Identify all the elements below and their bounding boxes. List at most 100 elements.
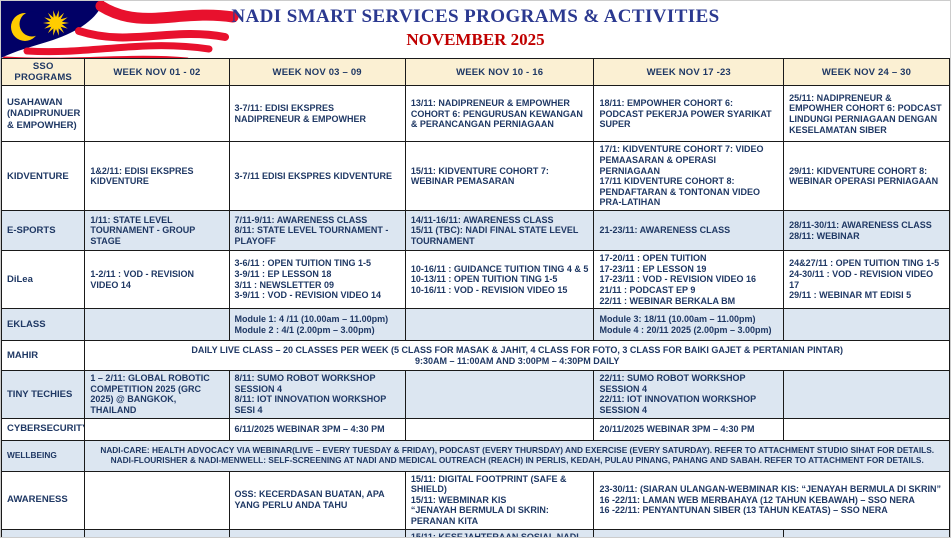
schedule-cell: 6/11/2025 WEBINAR 3PM – 4:30 PM bbox=[228, 417, 406, 441]
table-row: USAHAWAN (NADIPRUNUER & EMPOWHER) 3-7/11:… bbox=[1, 85, 950, 143]
program-label: E-SPORTS bbox=[1, 210, 86, 252]
schedule-cell: 21-23/11: AWARENESS CLASS bbox=[593, 210, 785, 252]
column-header-week: WEEK NOV 03 – 09 bbox=[228, 57, 406, 87]
schedule-cell bbox=[84, 417, 230, 441]
schedule-entry: Module 4 : 20/11 2025 (2.00pm – 3.00pm) bbox=[599, 324, 772, 335]
schedule-entry: 22/11 : WEBINAR BERKALA BM bbox=[599, 295, 736, 306]
schedule-cell: 17-20/11 : OPEN TUITION 17-23/11 : EP LES… bbox=[593, 250, 785, 310]
page-title: NADI SMART SERVICES PROGRAMS & ACTIVITIE… bbox=[231, 6, 720, 27]
schedule-cell: 28-30/11: RANCAKKAN MADANI @ KLCC bbox=[783, 528, 950, 538]
program-label: DiLea bbox=[1, 250, 86, 310]
schedule-cell: OSS: KECERDASAN BUATAN, APA YANG PERLU A… bbox=[228, 470, 406, 530]
schedule-entry: 16 -22/11: PENYANTUNAN SIBER (13 TAHUN K… bbox=[599, 505, 888, 516]
schedule-cell: 1/11: STATE LEVEL TOURNAMENT - GROUP STA… bbox=[84, 210, 230, 252]
program-label: TINY TECHIES bbox=[1, 370, 86, 419]
program-label: KIDVENTURE bbox=[1, 141, 86, 212]
table-row: EVENTS 2/11: ILP, INDERA MAHKOTA, PAHANG 8… bbox=[1, 528, 950, 538]
schedule-entry: 14/11-16/11: AWARENESS CLASS bbox=[410, 214, 554, 225]
program-label: MAHIR bbox=[1, 340, 86, 372]
schedule-cell: 29/11: KIDVENTURE COHORT 8: WEBINAR OPER… bbox=[783, 141, 950, 212]
schedule-entry: 28/11-30/11: AWARENESS CLASS bbox=[789, 219, 932, 230]
schedule-entry: Module 2 : 4/1 (2.00pm – 3.00pm) bbox=[234, 324, 375, 335]
schedule-entry: 28/11: WEBINAR bbox=[789, 230, 860, 241]
column-header-week: WEEK NOV 24 – 30 bbox=[783, 57, 950, 87]
schedule-cell bbox=[84, 85, 230, 143]
schedule-entry: 17/1: KIDVENTURE COHORT 7: VIDEO PEMAASA… bbox=[599, 144, 764, 176]
program-label: EKLASS bbox=[1, 308, 86, 342]
table-row: EKLASS Module 1: 4 /11 (10.00am – 11.00pm… bbox=[1, 308, 950, 342]
schedule-entry: OSS: KECERDASAN BUATAN, APA YANG PERLU A… bbox=[234, 489, 385, 511]
schedule-entry: 2/11: ILP, INDERA MAHKOTA, PAHANG bbox=[90, 537, 223, 538]
schedule-cell: 25/11: NADIPRENEUR & EMPOWHER COHORT 6: … bbox=[783, 85, 950, 143]
schedule-cell bbox=[404, 370, 595, 419]
schedule-cell: 21-22/11: HBK TAN SRI JOHARI – 3 NADI @ … bbox=[593, 528, 785, 538]
schedule-cell: DAILY LIVE CLASS – 20 CLASSES PER WEEK (… bbox=[84, 340, 950, 372]
schedule-entry: 23-30/11: (SIARAN ULANGAN-WEBMINAR KIS: … bbox=[599, 484, 942, 495]
schedule-cell: 18/11: EMPOWHER COHORT 6: PODCAST PEKERJ… bbox=[593, 85, 785, 143]
table-row: DiLea 1-2/11 : VOD - REVISION VIDEO 14 3-6… bbox=[1, 250, 950, 310]
schedule-cell: 7/11-9/11: AWARENESS CLASS 8/11: STATE LE… bbox=[228, 210, 406, 252]
schedule-cell: 28/11-30/11: AWARENESS CLASS 28/11: WEBIN… bbox=[783, 210, 950, 252]
schedule-entry: 8/11: STATE LEVEL TOURNAMENT - PLAYOFF bbox=[234, 225, 389, 246]
schedule-entry: 17/11 KIDVENTURE COHORT 8: PENDAFTARAN &… bbox=[599, 176, 760, 208]
table-header-row: SSO PROGRAMS WEEK NOV 01 - 02 WEEK NOV 03 … bbox=[1, 57, 950, 87]
schedule-entry: 21-23/11: AWARENESS CLASS bbox=[599, 225, 731, 236]
schedule-entry: 1-2/11 : VOD - REVISION VIDEO 14 bbox=[90, 268, 194, 290]
schedule-cell: 8/11: YBM NADI SABAH (TBC) bbox=[228, 528, 406, 537]
schedule-entry: 6/11/2025 WEBINAR 3PM – 4:30 PM bbox=[234, 423, 385, 434]
schedule-entry: 10-16/11 : GUIDANCE TUITION TING 4 & 5 bbox=[410, 263, 589, 274]
schedule-entry: 21-22/11: HBK TAN SRI JOHARI – 3 NADI @ … bbox=[599, 537, 778, 538]
schedule-cell: Module 3: 18/11 (10.00am – 11.00pm) Modul… bbox=[593, 308, 785, 342]
schedule-entry: “JENAYAH BERMULA DI SKRIN: PERANAN KITA bbox=[410, 505, 549, 526]
column-header-week: WEEK NOV 17 -23 bbox=[593, 57, 785, 87]
schedule-entry: 1/11: STATE LEVEL TOURNAMENT - GROUP STA… bbox=[90, 214, 196, 246]
schedule-cell bbox=[84, 308, 230, 342]
schedule-cell: 10-16/11 : GUIDANCE TUITION TING 4 & 5 10… bbox=[404, 250, 595, 310]
schedule-entry: 22/11: SUMO ROBOT WORKSHOP SESSION 4 bbox=[599, 373, 746, 394]
schedule-entry: Module 3: 18/11 (10.00am – 11.00pm) bbox=[599, 314, 756, 324]
schedule-cell: 3-6/11 : OPEN TUITION TING 1-5 3-9/11 : E… bbox=[228, 250, 406, 310]
schedule-entry: 17-23/11 : EP LESSON 19 bbox=[599, 263, 707, 274]
schedule-entry: 21/11 : PODCAST EP 9 bbox=[599, 284, 696, 295]
schedule-entry: 7/11-9/11: AWARENESS CLASS bbox=[234, 214, 368, 225]
schedule-cell: NADI-CARE: HEALTH ADVOCACY VIA WEBINAR(L… bbox=[84, 439, 950, 472]
schedule-entry: 9:30AM – 11:00AM AND 3:00PM – 4:30PM DAI… bbox=[415, 355, 620, 366]
schedule-entry: 3-6/11 : OPEN TUITION TING 1-5 bbox=[234, 258, 372, 269]
schedule-entry: 8/11: SUMO ROBOT WORKSHOP SESSION 4 bbox=[234, 373, 376, 394]
page-subtitle: NOVEMBER 2025 bbox=[406, 30, 545, 49]
schedule-entry: 16 -22/11: LAMAN WEB MERBAHAYA (12 TAHUN… bbox=[599, 494, 915, 505]
program-label: CYBERSECURITY bbox=[1, 417, 86, 441]
column-header-programs: SSO PROGRAMS bbox=[1, 57, 86, 87]
schedule-entry: NADI-FLOURISHER & NADI-MENWELL: SELF-SCR… bbox=[110, 454, 924, 465]
schedule-entry: 3/11 : NEWSLETTER 09 bbox=[234, 279, 335, 290]
schedule-cell: 3-7/11 EDISI EKSPRES KIDVENTURE bbox=[228, 141, 406, 212]
schedule-entry: 1 – 2/11: GLOBAL ROBOTIC COMPETITION 202… bbox=[90, 373, 210, 415]
schedule-entry: Module 1: 4 /11 (10.00am – 11.00pm) bbox=[234, 314, 389, 324]
schedule-cell: 8/11: SUMO ROBOT WORKSHOP SESSION 4 8/11:… bbox=[228, 370, 406, 419]
schedule-entry: 28-30/11: RANCAKKAN MADANI @ KLCC bbox=[789, 537, 944, 538]
schedule-cell bbox=[404, 417, 595, 441]
schedule-cell: 15/11: DIGITAL FOOTPRINT (SAFE & SHIELD)… bbox=[404, 470, 595, 530]
schedule-entry: 15/11: WEBMINAR KIS bbox=[410, 494, 507, 505]
schedule-cell: 2/11: ILP, INDERA MAHKOTA, PAHANG bbox=[84, 528, 230, 538]
schedule-cell: 3-7/11: EDISI EKSPRES NADIPRENEUR & EMPO… bbox=[228, 85, 406, 143]
schedule-cell: Module 1: 4 /11 (10.00am – 11.00pm) Modul… bbox=[228, 308, 406, 342]
schedule-entry: 29/11 : WEBINAR MT EDISI 5 bbox=[789, 290, 912, 301]
program-label: WELLBEING bbox=[1, 439, 86, 472]
schedule-entry: 29/11: KIDVENTURE COHORT 8: WEBINAR OPER… bbox=[789, 165, 939, 187]
program-label: USAHAWAN (NADIPRUNUER & EMPOWHER) bbox=[1, 85, 86, 143]
schedule-cell: 17/1: KIDVENTURE COHORT 7: VIDEO PEMAASA… bbox=[593, 141, 785, 212]
schedule-cell bbox=[783, 370, 950, 419]
schedule-cell: 23-30/11: (SIARAN ULANGAN-WEBMINAR KIS: … bbox=[593, 470, 950, 530]
schedule-cell bbox=[84, 470, 230, 530]
schedule-entry: 20/11/2025 WEBINAR 3PM – 4:30 PM bbox=[599, 423, 755, 434]
schedule-entry: 15/11: DIGITAL FOOTPRINT (SAFE & SHIELD) bbox=[410, 473, 567, 495]
schedule-entry: 3-9/11 : VOD - REVISION VIDEO 14 bbox=[234, 290, 382, 301]
schedule-entry: DAILY LIVE CLASS – 20 CLASSES PER WEEK (… bbox=[191, 345, 843, 355]
schedule-cell: 22/11: SUMO ROBOT WORKSHOP SESSION 4 22/1… bbox=[593, 370, 785, 419]
table-row: KIDVENTURE 1&2/11: EDISI EKSPRES KIDVENTU… bbox=[1, 141, 950, 212]
schedule-entry: 10-13/11 : OPEN TUITION TING 1-5 bbox=[410, 274, 558, 285]
title-block: NADI SMART SERVICES PROGRAMS & ACTIVITIE… bbox=[1, 1, 950, 50]
schedule-entry: 18/11: EMPOWHER COHORT 6: PODCAST PEKERJ… bbox=[599, 97, 772, 130]
